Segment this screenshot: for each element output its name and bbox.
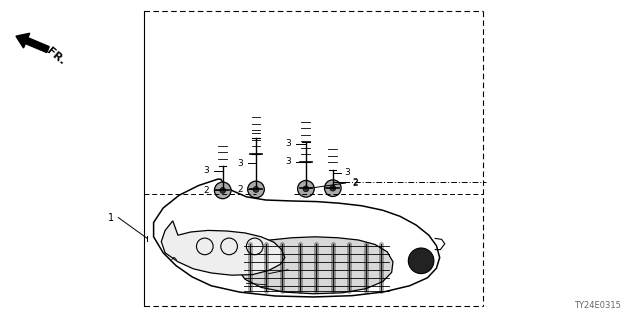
Circle shape: [303, 186, 309, 192]
Text: 2: 2: [204, 186, 209, 195]
Text: 3: 3: [285, 140, 291, 148]
Text: 3: 3: [285, 157, 291, 166]
Circle shape: [248, 181, 264, 198]
Text: 3: 3: [237, 159, 243, 168]
Text: TY24E0315: TY24E0315: [574, 301, 621, 310]
Text: 2: 2: [352, 180, 358, 188]
Circle shape: [324, 180, 341, 196]
Text: FR.: FR.: [45, 46, 67, 67]
Circle shape: [298, 180, 314, 197]
Text: 2: 2: [352, 178, 358, 187]
Circle shape: [408, 248, 434, 274]
Circle shape: [330, 185, 336, 191]
Circle shape: [253, 187, 259, 192]
Polygon shape: [236, 237, 393, 294]
Circle shape: [220, 188, 226, 193]
Polygon shape: [161, 221, 285, 275]
FancyArrow shape: [16, 33, 49, 52]
Circle shape: [214, 182, 231, 199]
Text: 3: 3: [204, 166, 209, 175]
Text: ^: ^: [170, 257, 178, 268]
Text: 2: 2: [237, 185, 243, 194]
Text: 3: 3: [344, 168, 350, 177]
Text: 1: 1: [108, 212, 114, 223]
